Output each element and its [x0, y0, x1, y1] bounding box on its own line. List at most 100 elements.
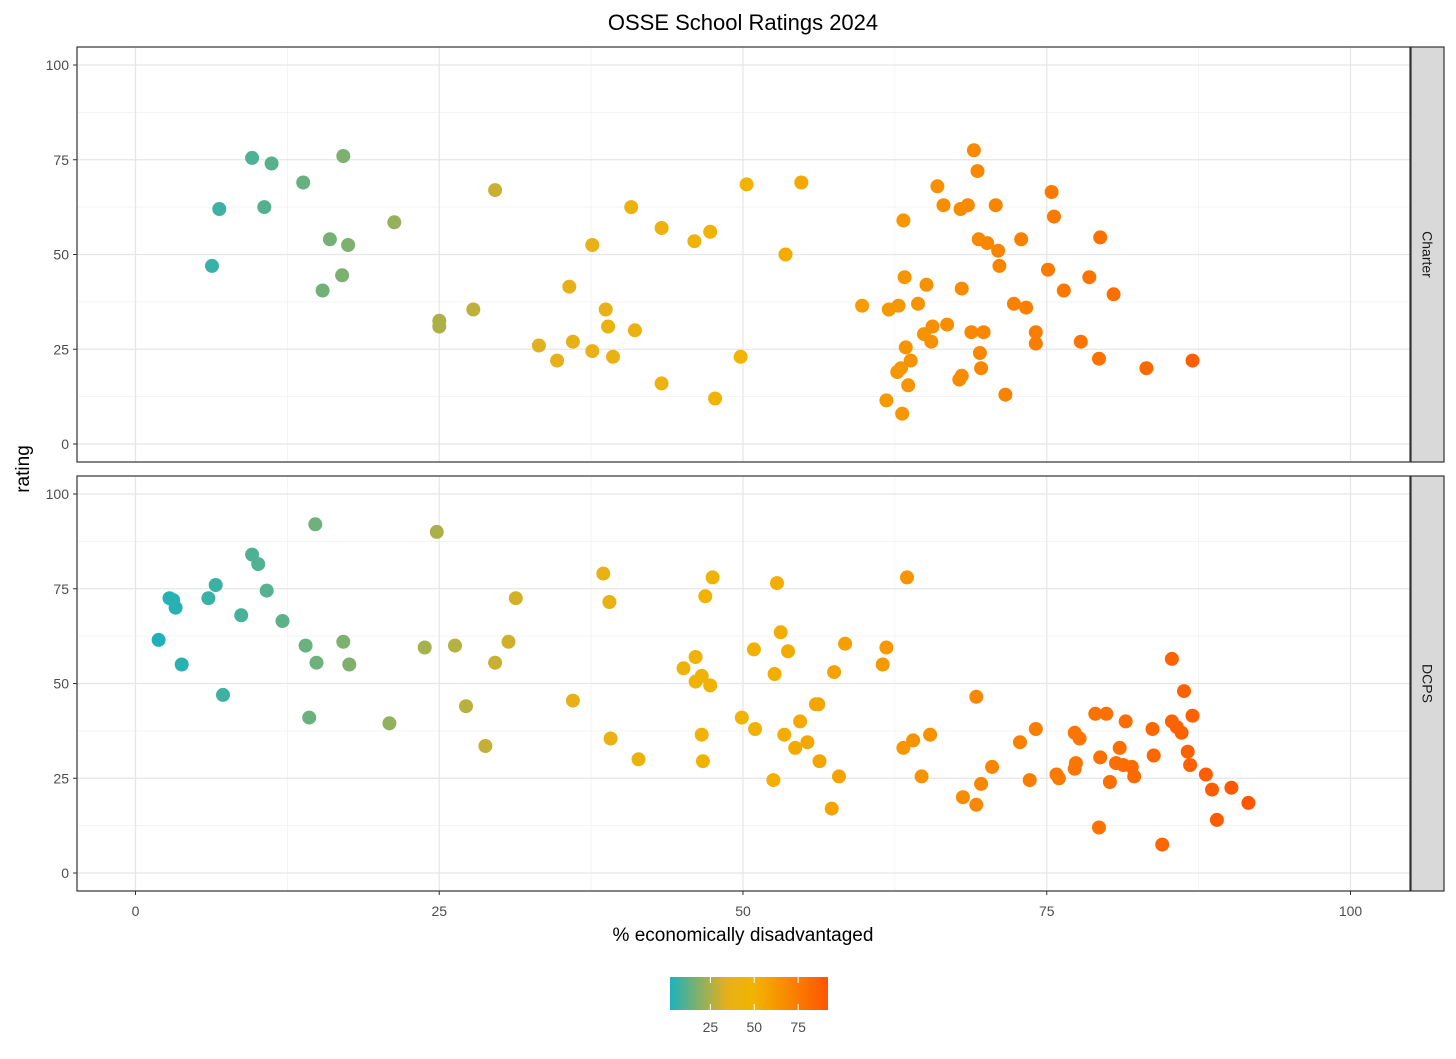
data-point — [936, 198, 951, 213]
x-tick-label: 75 — [1039, 903, 1055, 919]
data-point — [298, 638, 313, 653]
data-point — [1047, 209, 1061, 224]
data-point — [694, 668, 709, 683]
data-point — [734, 710, 749, 725]
data-point — [955, 790, 970, 805]
data-point — [1185, 353, 1200, 368]
facet-strip-label: Charter — [1420, 231, 1436, 278]
data-point — [1177, 684, 1191, 699]
facet-panel-dcps: 0 25 50 75 100 DCPS 0 25 50 75 100 — [46, 475, 1445, 919]
data-point — [969, 797, 984, 812]
data-point — [1093, 230, 1108, 245]
data-point — [827, 665, 842, 680]
data-point — [992, 258, 1007, 273]
data-point — [1224, 780, 1239, 795]
data-point — [895, 406, 910, 421]
data-point — [251, 557, 266, 572]
data-point — [245, 150, 260, 165]
data-point — [739, 177, 754, 192]
data-point — [562, 279, 577, 294]
data-point — [466, 302, 481, 317]
data-point — [879, 393, 894, 408]
data-point — [687, 234, 702, 249]
data-point — [794, 175, 809, 190]
data-point — [811, 697, 826, 712]
data-point — [985, 759, 1000, 774]
data-point — [606, 349, 620, 364]
data-point — [960, 198, 975, 213]
data-point — [911, 296, 925, 311]
data-point — [1180, 744, 1195, 759]
data-point — [508, 591, 523, 606]
data-point — [998, 387, 1013, 402]
data-point — [812, 754, 827, 769]
data-point — [1068, 756, 1083, 771]
data-point — [1241, 795, 1256, 810]
x-tick-label: 50 — [735, 903, 751, 919]
data-point — [429, 524, 444, 539]
data-point — [824, 801, 839, 816]
legend-tick-label: 25 — [703, 1019, 719, 1035]
data-point — [777, 727, 792, 742]
data-point — [531, 338, 546, 353]
legend-tick-label: 50 — [746, 1019, 762, 1035]
data-point — [275, 614, 290, 628]
data-point — [1092, 820, 1106, 835]
data-point — [914, 769, 929, 784]
y-tick-label: 75 — [53, 581, 69, 597]
data-point — [746, 642, 761, 657]
data-point — [991, 243, 1006, 258]
color-legend: 25 50 75 — [670, 977, 828, 1035]
data-point — [695, 754, 710, 769]
data-point — [336, 149, 351, 163]
data-point — [1205, 782, 1219, 797]
data-point — [748, 722, 763, 736]
data-point — [488, 655, 503, 670]
chart-title: OSSE School Ratings 2024 — [608, 10, 878, 35]
data-point — [1118, 714, 1133, 729]
data-point — [694, 727, 709, 742]
data-point — [417, 640, 432, 655]
data-point — [174, 657, 189, 672]
data-point — [925, 319, 940, 334]
legend-tick-label: 75 — [790, 1019, 806, 1035]
data-point — [335, 268, 350, 283]
data-point — [205, 258, 219, 273]
data-point — [875, 657, 890, 672]
data-point — [341, 238, 356, 252]
data-point — [901, 378, 916, 393]
data-point — [501, 634, 516, 649]
data-point — [773, 625, 788, 640]
data-point — [1006, 296, 1021, 311]
data-point — [896, 740, 911, 755]
data-point — [855, 298, 870, 313]
data-point — [208, 578, 223, 592]
data-point — [1155, 837, 1170, 852]
data-point — [1093, 750, 1108, 765]
data-point — [940, 317, 955, 332]
data-point — [972, 346, 987, 360]
data-point — [703, 678, 718, 693]
data-point — [838, 636, 853, 651]
data-point — [603, 731, 618, 746]
data-point — [705, 570, 720, 585]
data-point — [1082, 270, 1097, 285]
data-point — [1209, 812, 1224, 827]
data-point — [212, 202, 227, 216]
data-point — [898, 340, 913, 355]
data-point — [201, 591, 216, 606]
data-point — [624, 200, 639, 215]
data-point — [919, 277, 934, 292]
data-point — [1028, 336, 1043, 351]
facet-panels: 0 25 50 75 100 Charter 0 25 50 75 100 DCPS 0 25 50 75 10… — [46, 46, 1445, 919]
data-point — [1099, 706, 1114, 721]
y-tick-label: 50 — [53, 247, 69, 263]
data-point — [891, 298, 906, 313]
data-point — [602, 595, 617, 609]
data-point — [1146, 748, 1161, 763]
data-point — [1185, 708, 1200, 723]
data-point — [788, 740, 803, 755]
facet-strip — [1410, 46, 1445, 463]
data-point — [708, 391, 723, 406]
data-point — [315, 283, 330, 298]
